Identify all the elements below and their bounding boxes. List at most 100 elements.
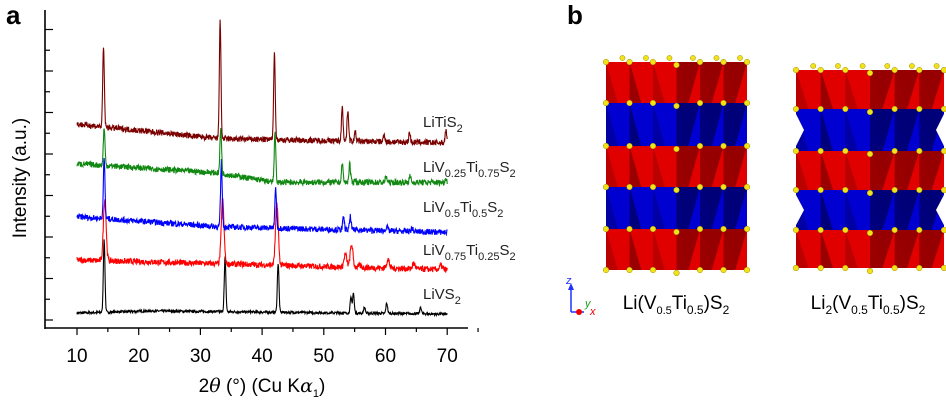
series-label-LiV0.25Ti0.75S2: LiV0.25Ti0.75S2 — [423, 159, 516, 180]
polyhedron-face — [629, 146, 653, 187]
sulfur-atom — [626, 99, 633, 107]
sulfur-atom — [940, 264, 946, 272]
sulfur-atom — [626, 183, 633, 191]
sulfur-atom — [743, 183, 751, 191]
sulfur-atom — [891, 226, 898, 234]
sulfur-atom — [602, 142, 610, 150]
sulfur-atom — [743, 99, 751, 107]
sulfur-atom — [916, 66, 923, 74]
sulfur-atom — [792, 226, 800, 234]
polyhedron-face — [870, 70, 883, 109]
polyhedron-face — [820, 230, 846, 268]
polyhedron-face — [700, 187, 712, 229]
sulfur-atom — [720, 58, 727, 66]
sulfur-atom — [835, 63, 841, 69]
polyhedron-face — [894, 151, 920, 190]
sulfur-atom — [696, 142, 704, 150]
sulfur-atom — [891, 105, 898, 113]
sulfur-atom — [842, 186, 849, 194]
polyhedron-face — [796, 70, 821, 109]
sulfur-atom — [696, 225, 704, 233]
polyhedron-face — [606, 103, 618, 146]
polyhedron-face — [796, 109, 821, 151]
polyhedron-face — [723, 146, 736, 187]
layer-notch — [795, 193, 804, 227]
series-label-LiV0.75Ti0.25S2: LiV0.75Ti0.25S2 — [423, 242, 516, 263]
trace-LiV0.75Ti0.25S2 — [76, 198, 448, 273]
sulfur-atom — [602, 183, 610, 191]
polyhedron-face — [796, 70, 809, 109]
polyhedron-face — [894, 109, 920, 151]
sulfur-atom — [696, 58, 704, 66]
polyhedron-face — [870, 151, 883, 190]
polyhedron-face — [870, 190, 883, 230]
sulfur-atom — [891, 264, 898, 272]
sulfur-atom — [649, 266, 657, 274]
polyhedron-face — [723, 62, 736, 103]
y-ticks — [45, 28, 53, 321]
sulfur-atom — [626, 142, 633, 150]
sulfur-atom — [602, 266, 610, 274]
polyhedron-face — [919, 230, 944, 268]
sulfur-atom — [792, 147, 800, 155]
polyhedron-face — [870, 70, 895, 109]
sulfur-atom — [673, 186, 680, 194]
polyhedron-face — [845, 190, 858, 230]
polyhedron-face — [894, 109, 907, 151]
polyhedron-face — [653, 62, 677, 103]
sulfur-atom — [916, 226, 923, 234]
sulfur-atom — [909, 63, 915, 69]
sulfur-atom — [842, 105, 849, 113]
polyhedron-face — [629, 187, 642, 229]
polyhedron-face — [676, 103, 689, 146]
triad-x: x — [589, 306, 596, 318]
polyhedron-face — [845, 109, 858, 151]
sulfur-atom — [602, 99, 610, 107]
series-label-LiVS2: LiVS2 — [423, 286, 461, 307]
sulfur-atom — [940, 105, 946, 113]
polyhedron-face — [919, 109, 944, 151]
polyhedron-face — [919, 151, 932, 190]
sulfur-atom — [743, 142, 751, 150]
sulfur-atom — [743, 225, 751, 233]
sulfur-atom — [810, 63, 817, 69]
sulfur-atom — [940, 147, 946, 155]
series-labels: LiVS2 LiV0.75Ti0.25S2 LiV0.5Ti0.5S2 LiV0.25… — [423, 114, 516, 307]
sulfur-atom — [842, 147, 849, 155]
axis-triad: z y x — [565, 275, 596, 318]
polyhedron-face — [629, 187, 653, 229]
polyhedron-face — [700, 103, 712, 146]
polyhedron-face — [606, 103, 630, 146]
sulfur-atom — [602, 225, 610, 233]
x-tick-label: 60 — [375, 346, 396, 367]
polyhedron-face — [820, 151, 833, 190]
polyhedron-face — [919, 230, 932, 268]
sulfur-atom — [673, 102, 680, 110]
sulfur-atom — [933, 63, 940, 69]
polyhedron-face — [845, 190, 870, 230]
x-ticks: 10 20 30 40 50 60 70 — [66, 328, 479, 367]
sulfur-atom — [737, 55, 743, 61]
sulfur-atom — [891, 186, 898, 194]
sulfur-atom — [696, 266, 704, 274]
polyhedron-face — [894, 190, 907, 230]
polyhedron-face — [870, 109, 883, 151]
polyhedron-face — [676, 62, 700, 103]
polyhedron-face — [919, 109, 932, 151]
layer-notch — [936, 112, 945, 148]
sulfur-atom — [649, 183, 657, 191]
polyhedron-face — [606, 62, 618, 103]
xrd-chart: 10 20 30 40 50 60 70 Intensity (a.u.) 2θ (°) (… — [10, 10, 516, 400]
sulfur-atom — [891, 66, 898, 74]
trace-LiV0.25Ti0.75S2 — [76, 127, 448, 188]
polyhedron-face — [606, 62, 630, 103]
polyhedron-face — [820, 109, 846, 151]
trace-LiV0.5Ti0.5S2 — [76, 158, 448, 237]
polyhedron-face — [676, 229, 700, 270]
sulfur-atom — [916, 105, 923, 113]
polyhedron-face — [700, 62, 724, 103]
traces — [76, 19, 448, 318]
polyhedron-face — [796, 190, 821, 230]
polyhedron-face — [820, 190, 833, 230]
sulfur-atom — [842, 66, 849, 74]
